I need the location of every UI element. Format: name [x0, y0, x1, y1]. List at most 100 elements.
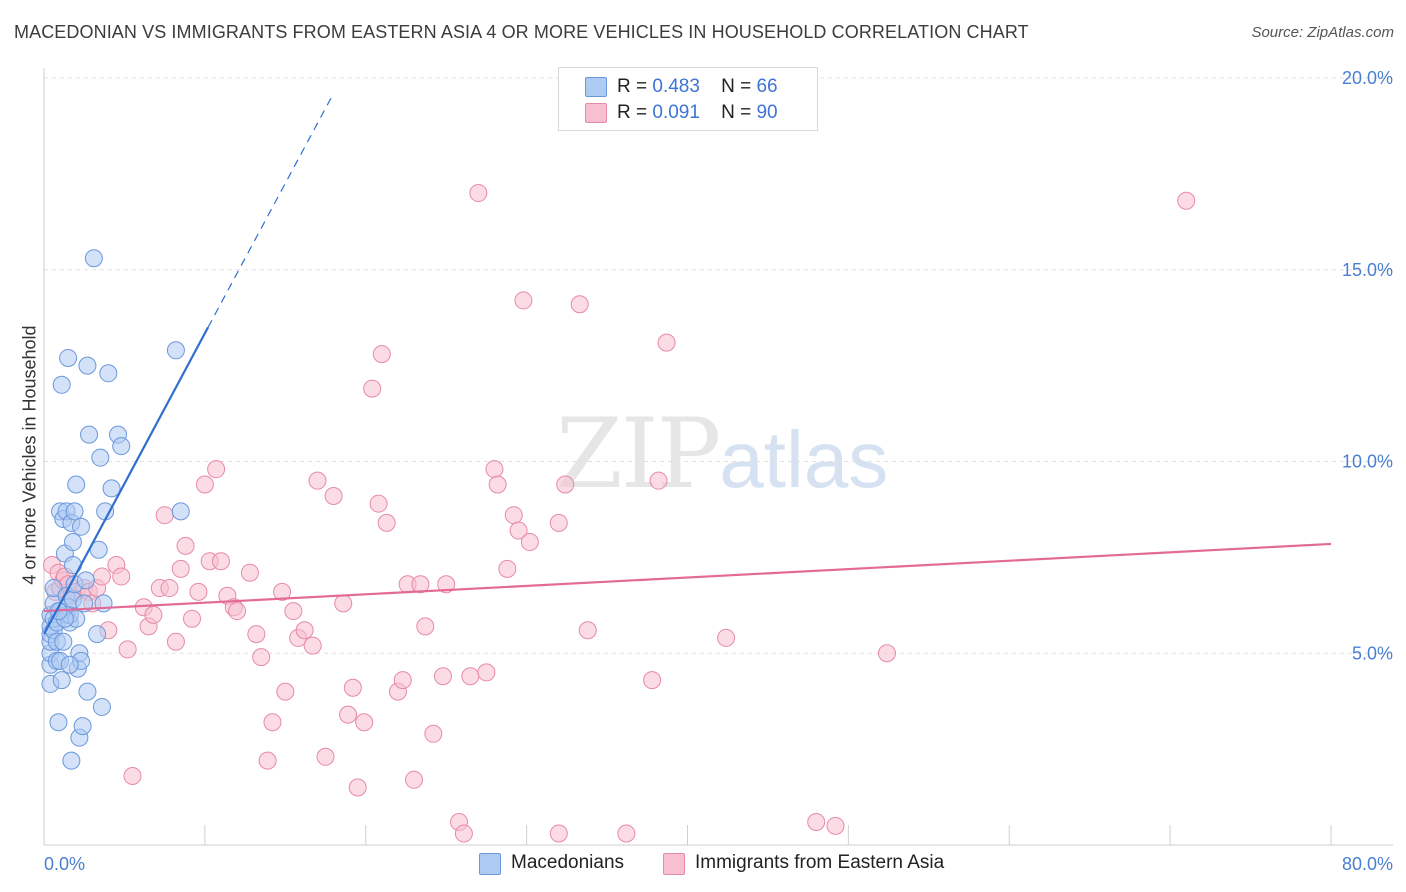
eastern-asia-point [1177, 191, 1196, 210]
eastern-asia-trend-line [43, 542, 1332, 613]
eastern-asia-point [92, 567, 111, 586]
eastern-asia-point [461, 667, 480, 686]
y-tick-label: 15.0% [1342, 260, 1393, 280]
eastern-asia-point [211, 552, 230, 571]
x-tick-label: 0.0% [44, 854, 85, 874]
eastern-asia-point [877, 644, 896, 663]
eastern-asia-point [405, 770, 424, 789]
eastern-asia-point [488, 475, 507, 494]
x-tick-label: 80.0% [1342, 854, 1393, 874]
eastern-asia-point [504, 506, 523, 525]
eastern-asia-point [176, 536, 195, 555]
legend-r-value: 0.483 [652, 76, 700, 97]
eastern-asia-point [183, 609, 202, 628]
macedonian-point [112, 437, 131, 456]
eastern-asia-point [411, 575, 430, 594]
eastern-asia-point [166, 632, 185, 651]
macedonian-point [63, 533, 82, 552]
macedonian-point [102, 479, 121, 498]
eastern-asia-point [377, 513, 396, 532]
eastern-asia-point [240, 563, 259, 582]
eastern-asia-point [258, 751, 277, 770]
macedonian-point [62, 751, 81, 770]
eastern-asia-point [514, 291, 533, 310]
y-tick-label: 10.0% [1342, 452, 1393, 472]
legend-n-label: N = [721, 76, 752, 97]
eastern-asia-point [578, 621, 597, 640]
eastern-asia-point [477, 663, 496, 682]
legend-n-label: N = [721, 102, 752, 123]
eastern-asia-point [416, 617, 435, 636]
eastern-asia-point [316, 747, 335, 766]
eastern-asia-point [433, 667, 452, 686]
eastern-asia-point [308, 471, 327, 490]
eastern-asia-point [273, 582, 292, 601]
eastern-asia-point [339, 705, 358, 724]
eastern-asia-points [43, 184, 1196, 843]
legend-r-value: 0.091 [652, 102, 700, 123]
eastern-asia-point [252, 648, 271, 667]
chart-title: MACEDONIAN VS IMMIGRANTS FROM EASTERN AS… [14, 22, 1029, 42]
watermark-atlas: atlas [719, 415, 889, 504]
eastern-asia-point [343, 678, 362, 697]
eastern-asia-point [717, 628, 736, 647]
eastern-asia-point [189, 582, 208, 601]
eastern-asia-point [112, 567, 131, 586]
eastern-asia-point [570, 295, 589, 314]
legend-label-macedonians: Macedonians [511, 852, 625, 873]
trend-lines [43, 93, 1332, 635]
y-tick-label: 5.0% [1352, 643, 1393, 663]
eastern-asia-point [118, 640, 137, 659]
eastern-asia-point [556, 475, 575, 494]
stats-legend: R = 0.483 N = 66 R = 0.091 N = 90 [558, 67, 818, 131]
eastern-asia-point [369, 494, 388, 513]
eastern-asia-point [549, 513, 568, 532]
macedonian-point [73, 717, 92, 736]
eastern-asia-point [454, 824, 473, 843]
legend-n-value: 66 [756, 76, 778, 97]
macedonian-point [96, 502, 115, 521]
legend-label-eastern-asia: Immigrants from Eastern Asia [695, 852, 945, 873]
macedonian-point [88, 625, 107, 644]
eastern-asia-point [549, 824, 568, 843]
eastern-asia-point [284, 602, 303, 621]
eastern-asia-point [160, 579, 179, 598]
eastern-asia-point [155, 506, 174, 525]
legend-n-value: 90 [756, 102, 778, 123]
eastern-asia-point [485, 460, 504, 479]
macedonian-point [171, 502, 190, 521]
eastern-asia-point [393, 671, 412, 690]
macedonian-point [52, 671, 71, 690]
macedonian-trend-line [43, 326, 210, 635]
eastern-asia-point [263, 713, 282, 732]
eastern-asia-point [643, 671, 662, 690]
legend-swatch-eastern-asia [585, 103, 607, 123]
macedonian-point [67, 475, 86, 494]
eastern-asia-point [520, 533, 539, 552]
macedonian-point [166, 341, 185, 360]
legend-swatch-eastern-asia [663, 853, 685, 875]
eastern-asia-point [195, 475, 214, 494]
eastern-asia-point [469, 184, 488, 203]
watermark-zip: ZIP [556, 398, 721, 510]
eastern-asia-point [424, 724, 443, 743]
eastern-asia-point [348, 778, 367, 797]
eastern-asia-point [649, 471, 668, 490]
macedonian-point [91, 448, 110, 467]
eastern-asia-point [437, 575, 456, 594]
eastern-asia-point [247, 625, 266, 644]
eastern-asia-point [657, 333, 676, 352]
macedonian-point [65, 502, 84, 521]
eastern-asia-point [123, 766, 142, 785]
legend-swatch-macedonians [585, 77, 607, 97]
eastern-asia-point [807, 812, 826, 831]
macedonian-point [54, 632, 73, 651]
tick-labels: 5.0% 10.0% 15.0% 20.0% 0.0% 80.0% [44, 68, 1393, 874]
eastern-asia-point [207, 460, 226, 479]
legend-r-label: R = [617, 102, 648, 123]
eastern-asia-point [171, 559, 190, 578]
macedonian-point [92, 697, 111, 716]
eastern-asia-point [363, 379, 382, 398]
eastern-asia-point [295, 621, 314, 640]
